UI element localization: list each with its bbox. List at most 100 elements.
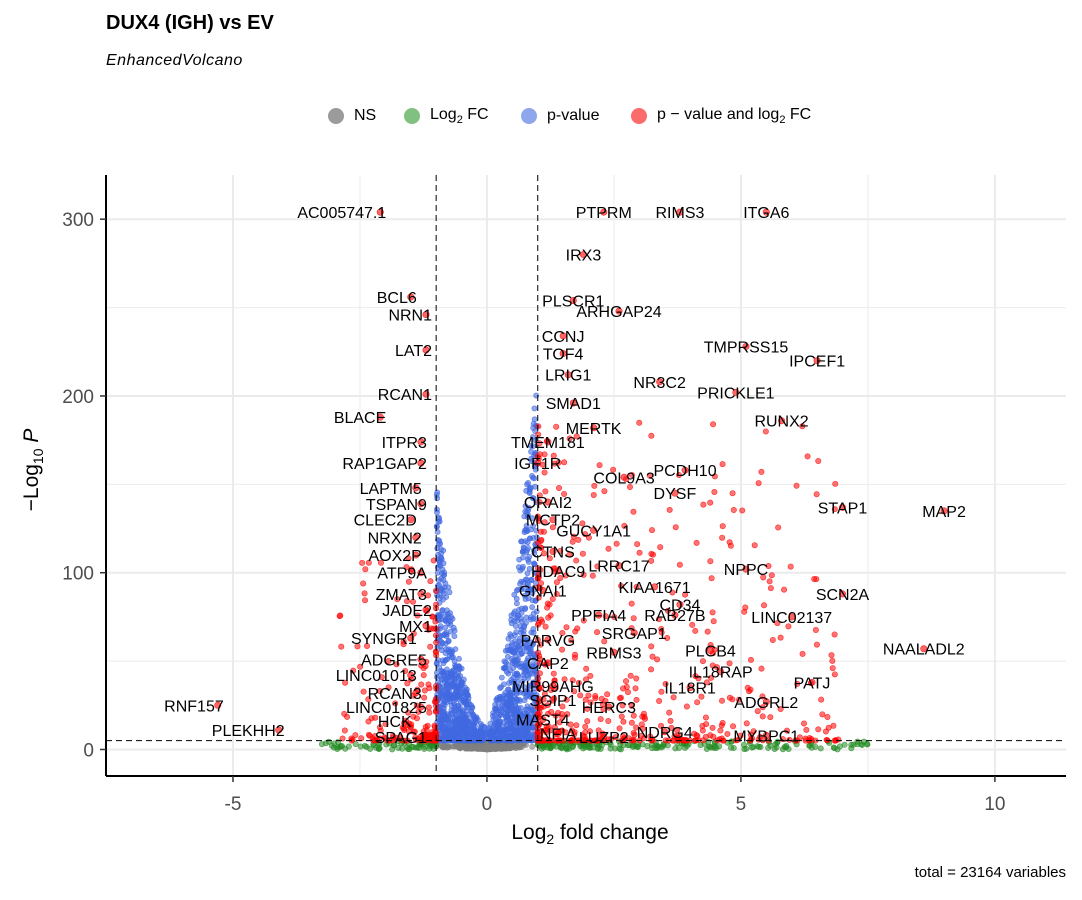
pvalue-point xyxy=(516,556,523,563)
x-tick-label: 10 xyxy=(984,794,1005,815)
gene-label: AOX2P xyxy=(368,548,421,565)
fc-point xyxy=(389,746,396,753)
pvalue-point xyxy=(449,681,456,688)
pvalue-point xyxy=(440,596,446,603)
pvalue-fc-point xyxy=(584,718,591,725)
pvalue-fc-point xyxy=(545,614,552,621)
fc-point xyxy=(607,741,614,748)
pvalue-fc-point xyxy=(360,688,367,695)
pvalue-point xyxy=(519,645,526,651)
pvalue-fc-point xyxy=(709,609,716,616)
pvalue-point xyxy=(503,722,510,729)
pvalue-fc-point xyxy=(759,713,766,720)
gene-label: BLACE xyxy=(334,410,386,427)
gene-label: RCAN1 xyxy=(378,387,432,404)
pvalue-fc-point xyxy=(758,665,765,672)
gene-label: CTNS xyxy=(531,545,575,562)
pvalue-point xyxy=(526,565,533,572)
pvalue-point xyxy=(524,687,531,694)
gene-label: AC005747.1 xyxy=(297,205,386,222)
pvalue-point xyxy=(451,633,458,640)
pvalue-fc-point xyxy=(741,608,748,615)
pvalue-fc-point xyxy=(707,732,714,739)
pvalue-fc-point xyxy=(427,578,434,585)
pvalue-point xyxy=(450,694,457,700)
gene-label: ITPR3 xyxy=(382,435,427,452)
pvalue-point xyxy=(438,647,445,654)
gene-label: PLEKHH2 xyxy=(212,723,285,740)
gene-label: LINC01013 xyxy=(336,668,417,685)
pvalue-point xyxy=(527,721,534,727)
pvalue-point xyxy=(502,664,509,670)
pvalue-point xyxy=(521,697,528,704)
pvalue-fc-point xyxy=(537,528,544,535)
pvalue-fc-point xyxy=(828,652,835,659)
pvalue-fc-point xyxy=(656,698,663,705)
gene-label: IGF1R xyxy=(514,456,561,473)
pvalue-fc-point xyxy=(829,665,836,672)
pvalue-fc-point xyxy=(590,491,597,498)
gene-labels: AC005747.1 PTPRM RIMS3 ITGA6IRX3BCL6NRN1PLS… xyxy=(164,205,966,747)
pvalue-point xyxy=(516,727,522,734)
pvalue-fc-point xyxy=(726,694,733,701)
gene-label: SPAG1 xyxy=(375,730,427,747)
pvalue-fc-point xyxy=(579,550,586,557)
pvalue-fc-point xyxy=(648,666,655,673)
fc-point xyxy=(817,745,824,752)
pvalue-point xyxy=(518,629,524,636)
legend-item-ns: NS xyxy=(328,104,376,128)
pvalue-point xyxy=(517,623,524,630)
pvalue-fc-point xyxy=(362,597,369,604)
pvalue-point xyxy=(492,701,498,708)
pvalue-fc-point xyxy=(341,727,348,734)
pvalue-fc-point xyxy=(630,729,637,736)
pvalue-point xyxy=(528,629,535,636)
pvalue-point xyxy=(528,526,534,533)
fc-point xyxy=(771,745,778,752)
pvalue-fc-point xyxy=(628,719,635,726)
fc-point xyxy=(854,738,861,745)
gene-label: TMEM181 xyxy=(511,435,585,452)
pvalue-point xyxy=(445,637,452,644)
pvalue-fc-point xyxy=(768,572,775,579)
pvalue-point xyxy=(458,705,464,712)
pvalue-point xyxy=(528,733,535,740)
pvalue-fc-point xyxy=(561,459,568,466)
gene-label: RIMS3 xyxy=(656,205,705,222)
pvalue-fc-point xyxy=(719,534,726,541)
pvalue-fc-point xyxy=(831,631,838,638)
pvalue-point xyxy=(525,556,531,563)
gene-label: PATJ xyxy=(794,675,831,692)
pvalue-point xyxy=(518,586,525,593)
pvalue-fc-point xyxy=(719,697,726,704)
pvalue-point xyxy=(442,624,449,631)
pvalue-point xyxy=(451,707,458,713)
pvalue-point xyxy=(528,704,534,711)
fc-point xyxy=(553,743,560,750)
pvalue-fc-point xyxy=(648,550,655,557)
pvalue-point xyxy=(513,690,520,697)
gene-label: NPPC xyxy=(724,562,768,579)
fc-point xyxy=(707,743,714,750)
pvalue-fc-point xyxy=(718,722,725,729)
pvalue-point xyxy=(507,717,514,724)
pvalue-point xyxy=(440,590,447,597)
pvalue-fc-point xyxy=(649,653,656,660)
pvalue-fc-point xyxy=(337,612,344,619)
gene-label: PPFIA4 xyxy=(571,608,626,625)
fc-point xyxy=(765,744,772,751)
pvalue-point xyxy=(456,655,462,662)
fc-point xyxy=(812,743,819,750)
pvalue-fc-point xyxy=(695,737,702,744)
pvalue-fc-point xyxy=(761,602,768,609)
pvalue-point xyxy=(463,704,470,711)
pvalue-fc-point xyxy=(709,724,716,731)
ns-point xyxy=(529,743,536,750)
fc-point xyxy=(405,746,412,753)
pvalue-fc-point xyxy=(542,488,549,495)
fc-point xyxy=(345,743,352,750)
pvalue-fc-point xyxy=(766,578,773,585)
pvalue-point xyxy=(531,405,538,412)
pvalue-fc-point xyxy=(427,643,434,650)
